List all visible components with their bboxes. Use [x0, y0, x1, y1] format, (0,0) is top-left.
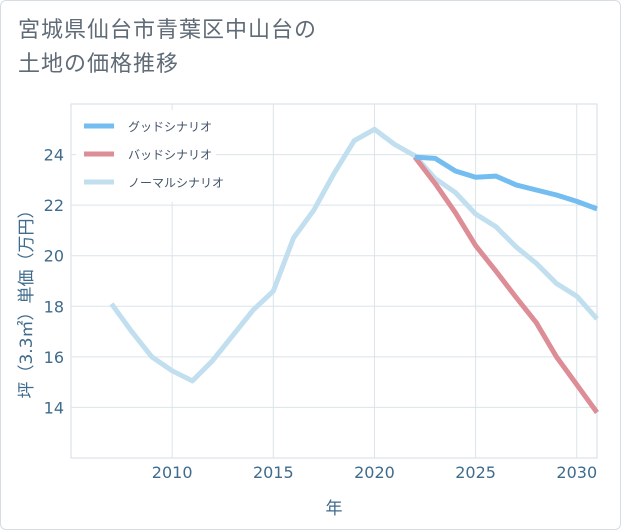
x-tick-label-2025: 2025: [455, 463, 496, 482]
x-tick-label-2020: 2020: [354, 463, 395, 482]
y-tick-label-18: 18: [44, 297, 64, 316]
gridlines: [71, 104, 597, 458]
y-tick-label-22: 22: [44, 196, 64, 215]
y-tick-label-14: 14: [44, 398, 64, 417]
y-axis-title: 坪（3.3㎡）単価（万円）: [17, 201, 37, 398]
legend-label-good[interactable]: グッドシナリオ: [128, 120, 212, 134]
series-layer: [109, 126, 600, 414]
y-tick-label-16: 16: [44, 348, 64, 367]
legend-label-normal[interactable]: ノーマルシナリオ: [128, 176, 224, 190]
chart-title-line-2: 土地の価格推移: [18, 52, 180, 77]
x-axis: 2010 2015 2020 2025 2030: [152, 463, 597, 482]
x-tick-label-2015: 2015: [253, 463, 294, 482]
chart-title: 宮城県仙台市青葉区中山台の 土地の価格推移: [18, 14, 438, 82]
x-axis-title: 年: [326, 499, 343, 519]
legend-label-bad[interactable]: バッドシナリオ: [128, 148, 212, 162]
y-tick-label-24: 24: [44, 146, 64, 165]
series-line-normal: [109, 126, 599, 384]
y-tick-label-20: 20: [44, 247, 64, 266]
x-tick-label-2010: 2010: [152, 463, 193, 482]
y-axis: 14 16 18 20 22 24: [44, 146, 64, 418]
series-line-bad: [412, 155, 600, 414]
x-tick-label-2030: 2030: [556, 463, 597, 482]
chart-title-line-1: 宮城県仙台市青葉区中山台の: [18, 18, 318, 43]
series-line-good: [414, 154, 598, 212]
